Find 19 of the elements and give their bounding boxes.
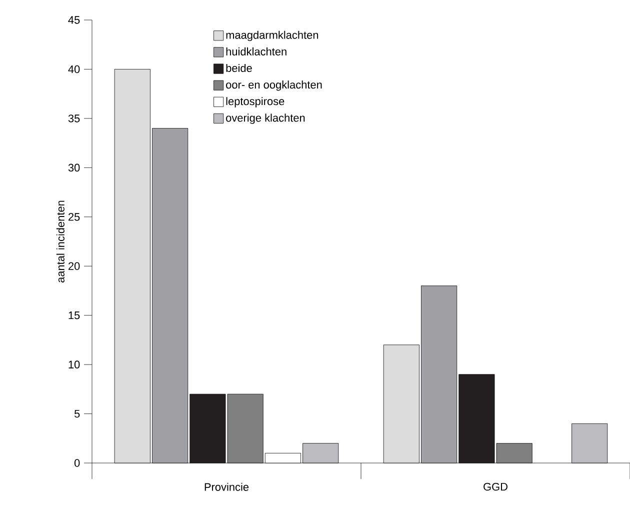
- legend-label: overige klachten: [226, 114, 305, 124]
- y-tick-label: 25: [68, 213, 80, 221]
- legend-label: huidklachten: [226, 47, 286, 56]
- legend-label: oor- en oogklachten: [226, 80, 322, 91]
- y-tick-label: 10: [68, 360, 80, 368]
- y-tick-label: 40: [68, 65, 80, 74]
- y-tick-label: 5: [74, 410, 80, 418]
- legend-label: beide: [226, 64, 252, 72]
- legend-label: leptospirose: [226, 97, 284, 108]
- x-tick-label: Provincie: [204, 482, 249, 491]
- legend-label: maagdarmklachten: [226, 30, 318, 42]
- y-tick-label: 35: [68, 114, 80, 122]
- y-tick-label: 0: [74, 459, 80, 467]
- y-axis-title: aantal incidenten: [56, 200, 64, 282]
- y-tick-label: 15: [68, 312, 80, 320]
- x-tick-label: GGD: [484, 482, 508, 491]
- y-tick-label: 20: [68, 262, 80, 270]
- y-tick-label: 30: [68, 164, 80, 172]
- y-tick-label: 45: [68, 16, 80, 24]
